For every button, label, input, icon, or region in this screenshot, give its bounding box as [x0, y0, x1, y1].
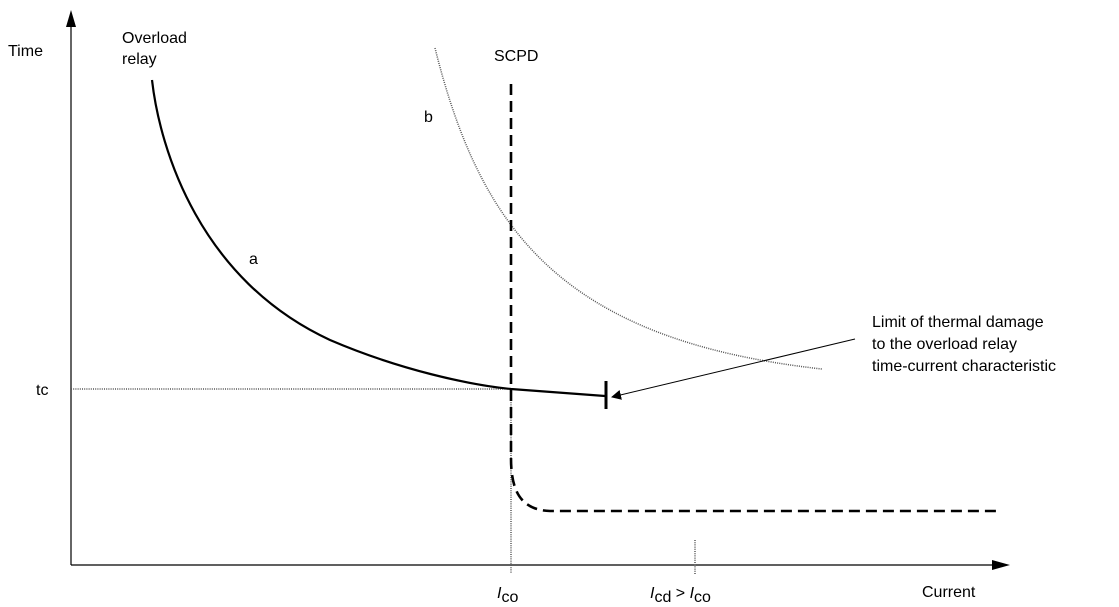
- annotation-line3: time-current characteristic: [872, 358, 1056, 375]
- icd-main: I: [650, 585, 655, 602]
- ico-sub: co: [501, 589, 518, 606]
- ico-tick-label: Ico: [497, 585, 518, 606]
- x-axis-arrowhead: [992, 560, 1010, 570]
- icd-gt: >: [671, 585, 689, 602]
- scpd-label: SCPD: [494, 48, 538, 65]
- icd-tick-label: Icd > Ico: [650, 585, 711, 606]
- curve-b-label: b: [424, 109, 433, 126]
- overload-relay-label-line1: Overload: [122, 30, 187, 47]
- icd-sub: cd: [654, 589, 671, 606]
- y-axis-label: Time: [8, 43, 43, 60]
- overload-relay-label-line2: relay: [122, 51, 157, 68]
- annotation-line1: Limit of thermal damage: [872, 314, 1044, 331]
- annotation-line2: to the overload relay: [872, 336, 1017, 353]
- x-axis-label: Current: [922, 584, 976, 601]
- curve-a-label: a: [249, 251, 258, 268]
- curve-b: [434, 47, 823, 370]
- ico-main: I: [497, 585, 502, 602]
- scpd-curve: [509, 84, 1000, 513]
- annotation-arrow: [611, 338, 856, 400]
- icd-sub2: co: [694, 589, 711, 606]
- y-axis-arrowhead: [66, 10, 76, 27]
- icd-main2: I: [690, 585, 695, 602]
- tc-label: tc: [36, 382, 48, 399]
- overload-relay-curve-a: [150, 79, 606, 398]
